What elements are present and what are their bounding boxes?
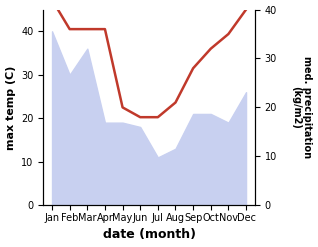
Y-axis label: med. precipitation
(kg/m2): med. precipitation (kg/m2) [291, 56, 313, 159]
X-axis label: date (month): date (month) [102, 228, 196, 242]
Y-axis label: max temp (C): max temp (C) [5, 65, 16, 150]
